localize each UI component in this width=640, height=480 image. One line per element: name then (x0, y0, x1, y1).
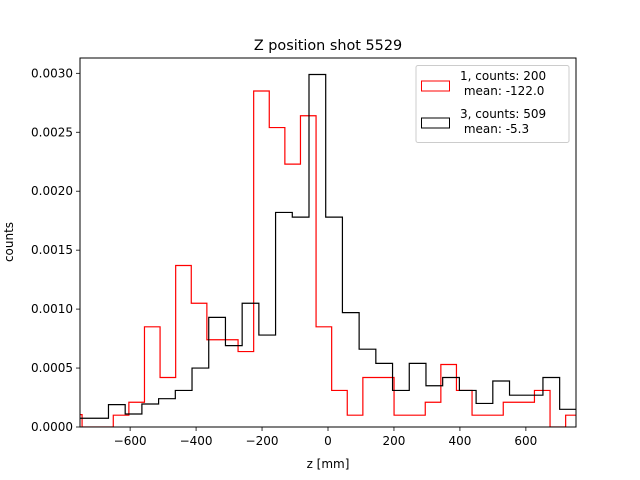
legend: 1, counts: 200 mean: -122.0 3, counts: 5… (415, 65, 570, 143)
bin-bar (159, 399, 176, 427)
bin-bar (376, 363, 393, 427)
bin-bar (209, 317, 226, 427)
bin-bar (359, 349, 376, 427)
x-tick-label: −600 (114, 434, 147, 448)
legend-label-series-3-line1: 3, counts: 509 (460, 107, 546, 121)
bin-bar (543, 377, 560, 427)
bin-bar (493, 381, 510, 427)
bin-bar (342, 313, 359, 427)
y-tick-label: 0.0030 (31, 66, 73, 80)
legend-label-series-3-line2: mean: -5.3 (460, 122, 529, 136)
y-axis: 0.0000 0.0005 0.0010 0.0015 0.0020 0.0025 0.00… (31, 66, 80, 434)
bin-bar (175, 390, 192, 427)
x-tick-label: 200 (383, 434, 406, 448)
legend-patch-series-3 (421, 117, 450, 129)
bin-bar (326, 217, 343, 427)
x-tick-label: 600 (514, 434, 537, 448)
bin-bar (276, 212, 293, 427)
y-axis-label: counts (2, 222, 16, 262)
bin-bar (125, 414, 142, 427)
bin-bar (309, 75, 326, 427)
bin-bar (426, 386, 443, 427)
bin-bar (459, 390, 476, 427)
series-3 (80, 73, 577, 427)
legend-label-series-1-line1: 1, counts: 200 (460, 69, 546, 83)
x-tick-label: 400 (448, 434, 471, 448)
bin-bar (259, 335, 276, 427)
bin-bar (108, 405, 125, 427)
y-tick-label: 0.0025 (31, 125, 73, 139)
y-tick-label: 0.0000 (31, 420, 73, 434)
x-axis-label: z [mm] (307, 457, 350, 471)
bin-bar (526, 395, 543, 427)
bin-bar (476, 403, 493, 427)
legend-label-series-1-line2: mean: -122.0 (460, 84, 544, 98)
bin-bar (443, 377, 460, 427)
bin-bar (510, 395, 527, 427)
bin-bar (292, 217, 309, 427)
x-tick-label: −200 (246, 434, 279, 448)
bin-bar (560, 409, 577, 427)
legend-patch-series-1 (421, 80, 450, 92)
y-tick-label: 0.0005 (31, 361, 73, 375)
bin-bar (192, 368, 209, 427)
bin-bar (409, 363, 426, 427)
series-layer (80, 73, 577, 427)
chart-title: Z position shot 5529 (254, 38, 402, 54)
series-1 (80, 90, 576, 427)
bin-bar (225, 346, 242, 427)
y-tick-label: 0.0015 (31, 243, 73, 257)
x-tick-label: −400 (180, 434, 213, 448)
legend-box (415, 65, 570, 143)
series-step-line (80, 90, 576, 427)
bin-bar (142, 404, 159, 427)
bin-bar (393, 390, 410, 427)
bin-bar (92, 418, 109, 427)
x-tick-label: 0 (324, 434, 332, 448)
series-step-line (80, 73, 576, 427)
y-tick-label: 0.0010 (31, 302, 73, 316)
bin-bar (242, 303, 259, 427)
y-tick-label: 0.0020 (31, 184, 73, 198)
x-axis: −600 −400 −200 0 200 400 600 (114, 427, 537, 448)
